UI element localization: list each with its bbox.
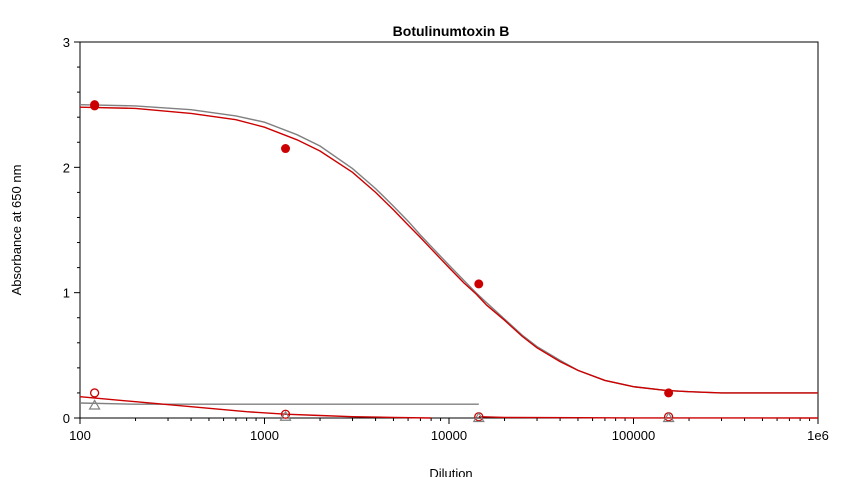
plot-frame	[79, 41, 819, 419]
x-tick-label: 100	[69, 428, 91, 443]
y-tick-label: 2	[63, 160, 70, 175]
series-line	[79, 106, 818, 394]
y-tick-label: 0	[63, 411, 70, 426]
x-axis-label: Dilution	[429, 466, 472, 477]
y-tick-label: 1	[63, 286, 70, 301]
data-point-filled-circle	[281, 144, 291, 154]
data-point-open-triangle	[472, 411, 485, 423]
data-point-filled-circle	[664, 388, 674, 398]
x-tick-label: 1000	[250, 428, 279, 443]
x-tick-label: 10000	[431, 428, 467, 443]
data-point-filled-circle	[90, 100, 100, 110]
data-point-open-triangle	[662, 411, 675, 423]
y-tick-label: 3	[63, 35, 70, 50]
x-tick-label: 100000	[612, 428, 655, 443]
x-tick-label: 1e6	[807, 428, 829, 443]
y-axis-label: Absorbance at 650 nm	[9, 165, 24, 296]
series-line	[79, 396, 432, 419]
data-point-filled-circle	[474, 279, 484, 289]
data-point-open-circle	[89, 388, 100, 398]
data-point-open-triangle	[88, 399, 101, 410]
data-point-open-triangle	[279, 410, 292, 421]
series-line	[79, 402, 479, 405]
series-line	[478, 416, 819, 419]
series-line	[79, 104, 818, 394]
data-point-open-circle	[280, 409, 291, 419]
chart-title: Botulinumtoxin B	[393, 23, 510, 39]
plot-area: 100 1000 10000 100000 1e6 0 1 2 3	[63, 35, 829, 443]
